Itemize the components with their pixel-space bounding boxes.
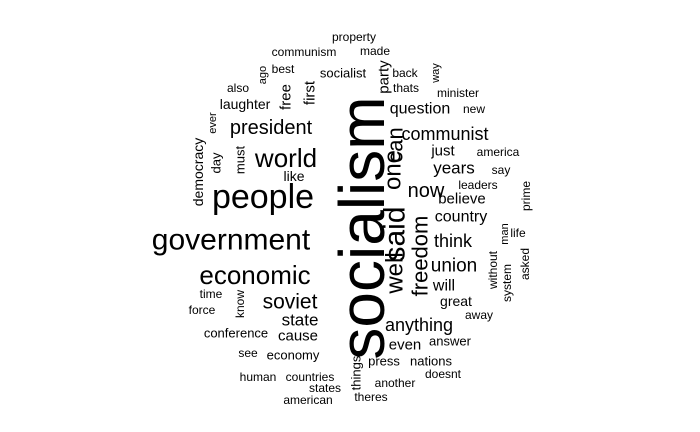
cloud-word: question (390, 101, 451, 118)
cloud-word: way (430, 63, 442, 84)
cloud-word: country (435, 209, 487, 226)
cloud-word: human (240, 370, 277, 384)
cloud-word: great (440, 293, 472, 309)
cloud-word: states (309, 381, 341, 395)
cloud-word: without (486, 250, 500, 290)
cloud-word: people (212, 178, 314, 216)
cloud-word: countries (286, 370, 335, 384)
cloud-word: asked (518, 248, 532, 280)
cloud-word: democracy (190, 138, 206, 206)
cloud-word: things (349, 355, 364, 390)
cloud-word: made (360, 44, 390, 58)
cloud-word: now (408, 180, 445, 202)
cloud-word: minister (437, 86, 479, 100)
cloud-word: ever (207, 112, 219, 134)
cloud-word: doesnt (425, 367, 462, 381)
cloud-word: best (272, 62, 295, 76)
cloud-word: america (477, 145, 520, 159)
cloud-word: press (368, 354, 400, 369)
cloud-word: thats (393, 81, 419, 95)
cloud-word: economic (199, 260, 310, 290)
cloud-word: say (492, 163, 511, 177)
cloud-word: even (389, 337, 422, 354)
cloud-word: will (432, 278, 455, 295)
cloud-word: just (430, 143, 455, 160)
cloud-word: can (383, 127, 408, 162)
cloud-word: state (282, 311, 319, 330)
cloud-word: communist (401, 124, 488, 144)
cloud-word: think (434, 231, 473, 251)
cloud-word: soviet (263, 291, 318, 314)
cloud-word: party (376, 60, 393, 94)
cloud-word: away (465, 308, 493, 322)
cloud-word: life (510, 226, 526, 240)
cloud-word: laughter (220, 96, 271, 112)
cloud-word: union (431, 256, 478, 277)
cloud-word: government (152, 224, 311, 257)
cloud-word: time (200, 287, 223, 301)
cloud-word: one (380, 150, 407, 190)
cloud-word: free (278, 84, 295, 110)
cloud-word: like (283, 168, 304, 184)
cloud-word: man (499, 223, 511, 244)
cloud-word: american (283, 393, 332, 407)
cloud-word: socialism (326, 96, 398, 359)
cloud-word: socialist (320, 66, 367, 81)
cloud-word: believe (438, 191, 486, 208)
cloud-word: must (233, 146, 248, 175)
cloud-word: freedom (408, 216, 433, 297)
cloud-word: economy (267, 348, 320, 363)
cloud-word: system (500, 264, 514, 302)
cloud-word: ago (257, 66, 269, 84)
cloud-word: answer (429, 334, 472, 349)
cloud-word: conference (204, 326, 268, 341)
cloud-word: theres (354, 390, 387, 404)
cloud-word: anything (385, 315, 453, 335)
cloud-word: force (189, 303, 216, 317)
cloud-word: another (375, 376, 416, 390)
cloud-word: know (233, 290, 247, 318)
cloud-word: also (227, 81, 249, 95)
cloud-word: said (379, 206, 412, 261)
cloud-word: president (230, 117, 313, 139)
cloud-word: nations (410, 354, 452, 369)
cloud-word: day (209, 152, 224, 173)
cloud-word: first (302, 80, 319, 105)
cloud-word: leaders (458, 178, 497, 192)
cloud-word: years (433, 159, 475, 178)
cloud-word: prime (519, 181, 533, 211)
cloud-word: property (332, 30, 376, 44)
cloud-word: cause (278, 328, 318, 345)
cloud-word: back (392, 66, 418, 80)
cloud-word: communism (272, 45, 337, 59)
cloud-word: see (238, 346, 258, 360)
cloud-word: well (382, 252, 409, 294)
cloud-word: world (254, 143, 317, 173)
cloud-word: new (463, 102, 485, 116)
